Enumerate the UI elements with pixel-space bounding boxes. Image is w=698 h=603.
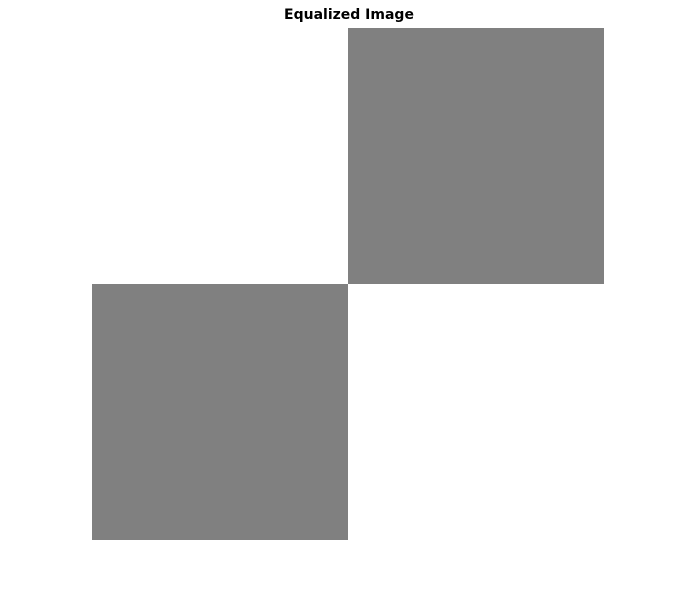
image-tile-bottom-right	[348, 284, 604, 540]
equalized-image	[92, 28, 604, 540]
image-tile-top-right	[348, 28, 604, 284]
image-tile-top-left	[92, 28, 348, 284]
image-tile-bottom-left	[92, 284, 348, 540]
figure-title: Equalized Image	[284, 7, 414, 23]
